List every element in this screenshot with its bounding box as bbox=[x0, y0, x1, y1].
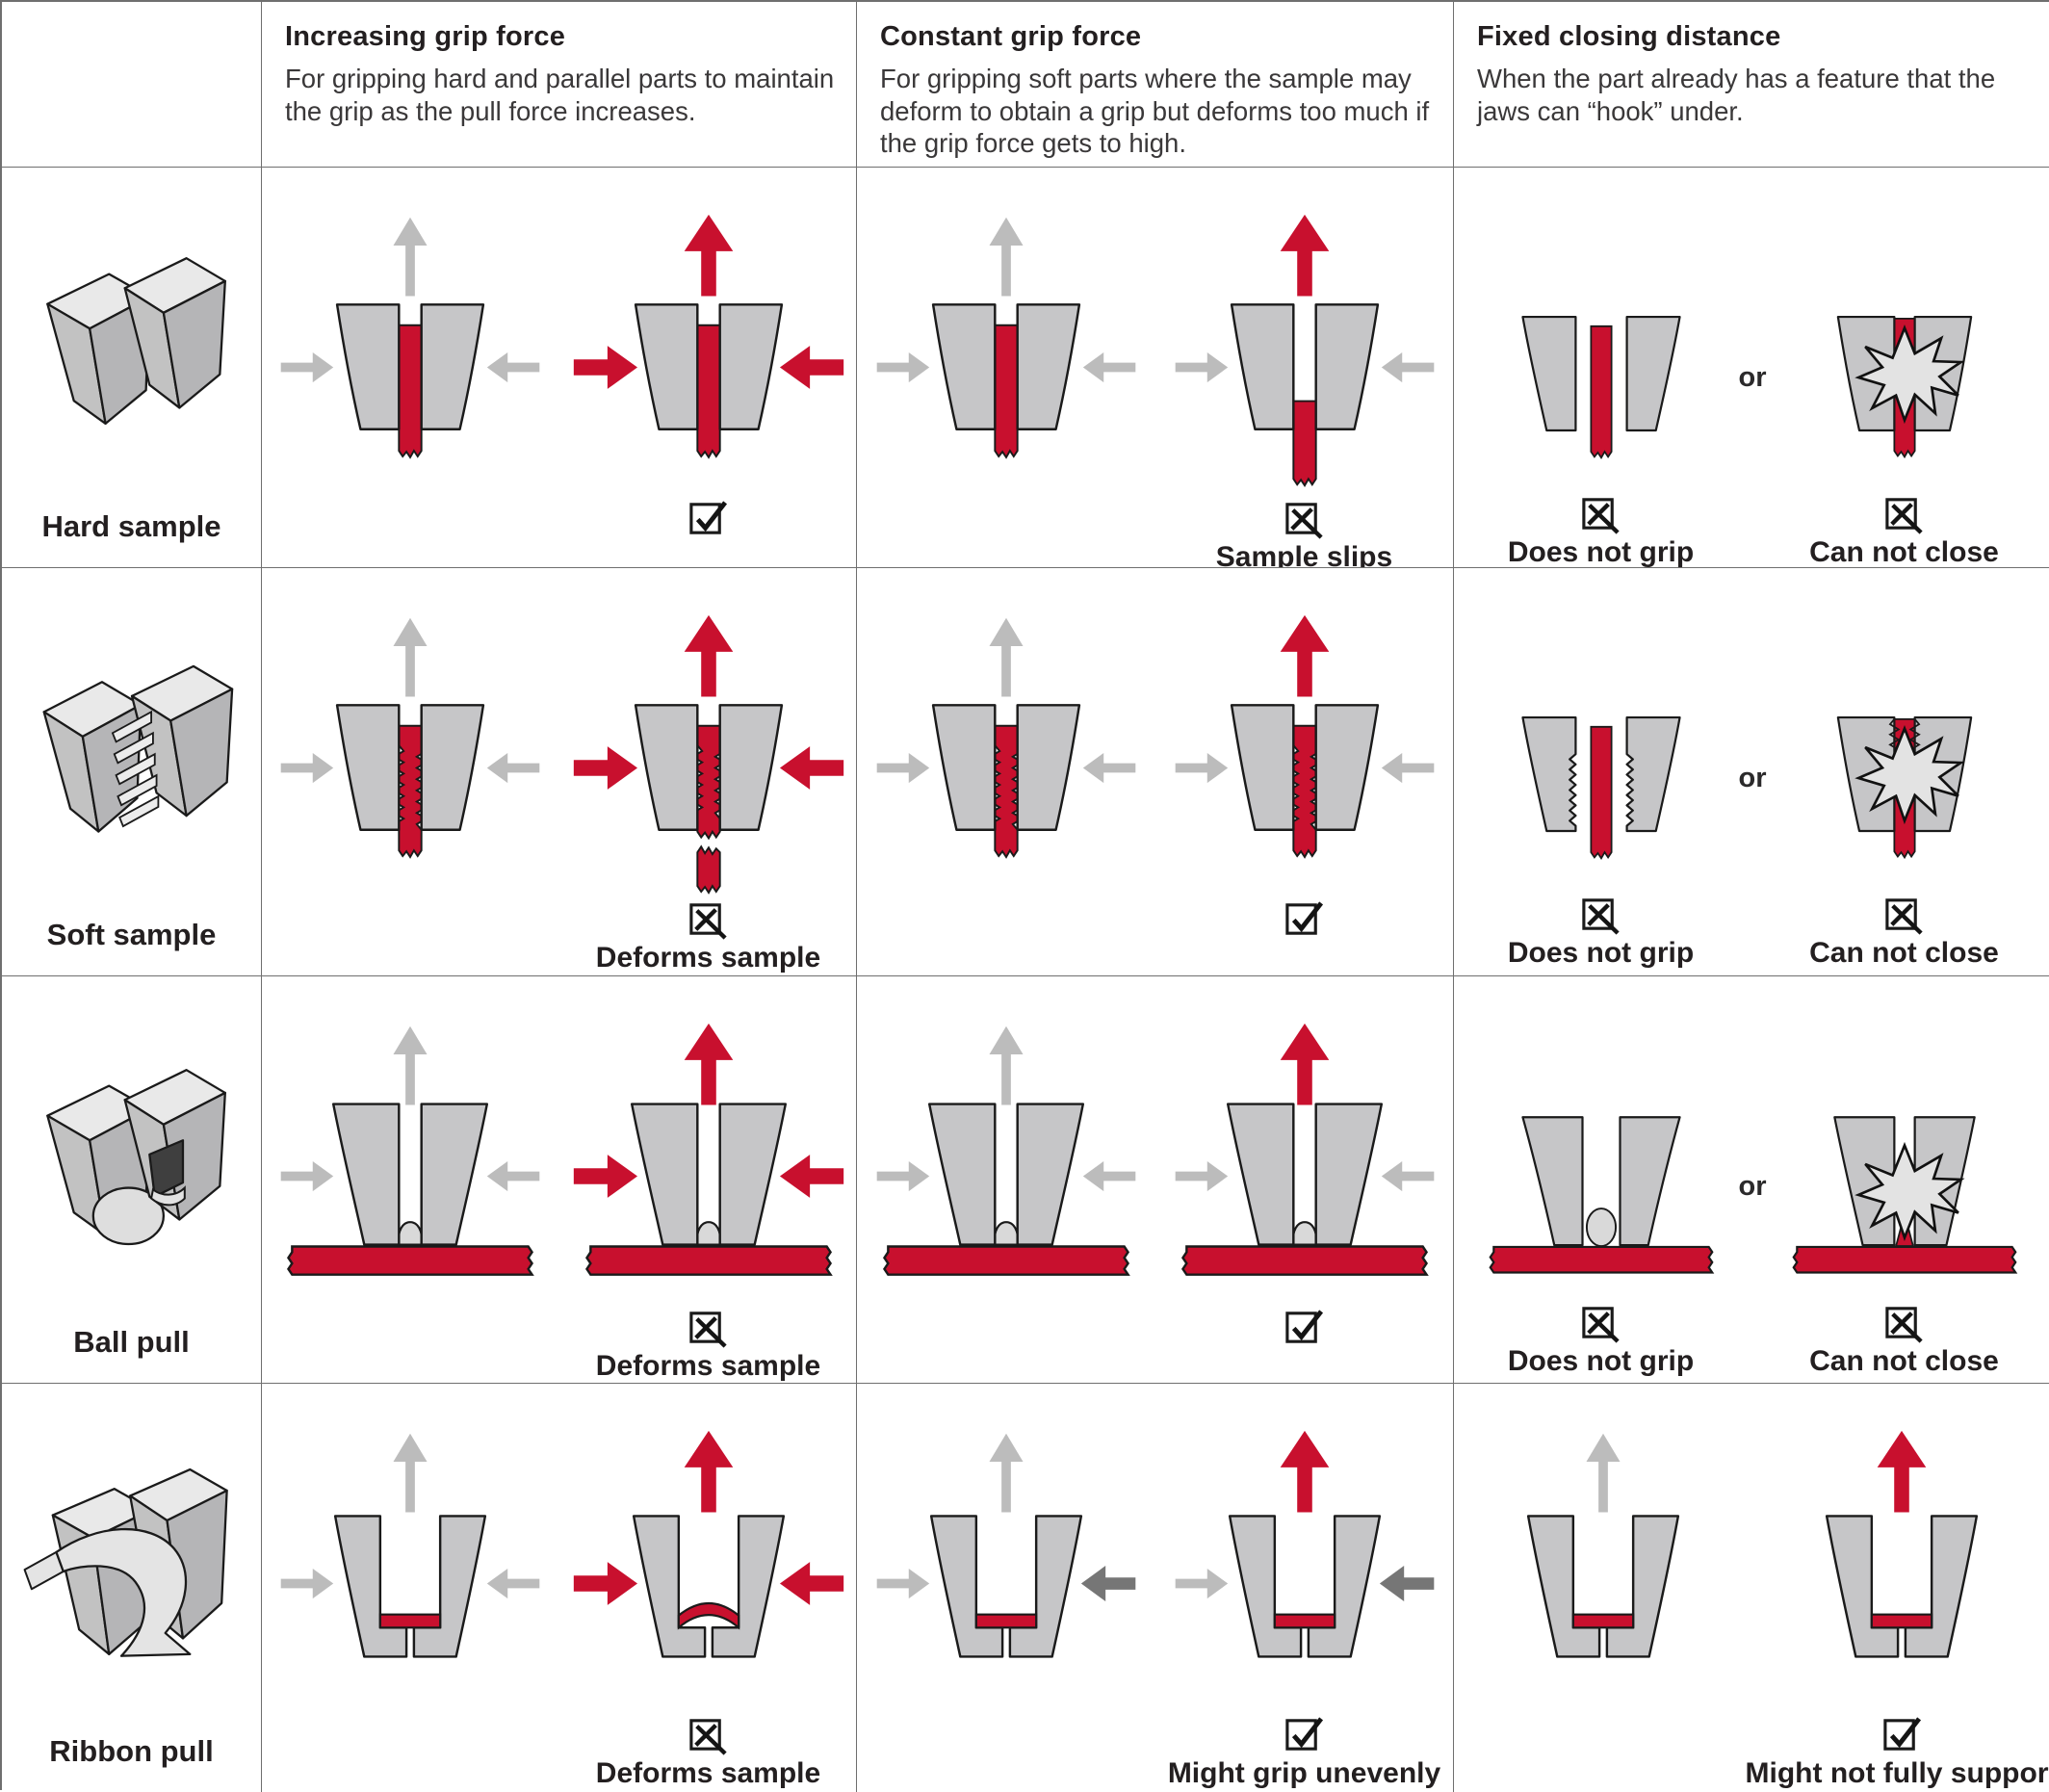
verdict-caption: Sample slips bbox=[1215, 541, 1393, 568]
grip-diagram-ribbon-hooked bbox=[1463, 1422, 1744, 1711]
verdict-caption: Can not close bbox=[1809, 1345, 1999, 1377]
column-description: When the part already has a feature that… bbox=[1477, 64, 1996, 126]
column-title: Constant grip force bbox=[880, 21, 1142, 52]
cell-ball-fixed: Does not grip or Can not close bbox=[1454, 976, 2049, 1384]
row-label: Ball pull bbox=[73, 1325, 190, 1359]
checkbox-crossed-icon bbox=[1882, 492, 1926, 535]
header-increasing-grip-force: Increasing grip force For gripping hard … bbox=[262, 2, 857, 168]
grip-diagram-soft-neutral bbox=[866, 607, 1147, 896]
verdict-caption: Can not close bbox=[1809, 937, 1999, 969]
column-description: For gripping soft parts where the sample… bbox=[880, 64, 1430, 159]
checkbox-checked-icon bbox=[1283, 1713, 1326, 1756]
grip-diagram-soft-open-gap bbox=[1473, 628, 1729, 891]
cell-soft-constant bbox=[857, 568, 1454, 976]
checkbox-crossed-icon bbox=[687, 897, 730, 941]
grip-diagram-ribbon-uneven-pull bbox=[1164, 1422, 1445, 1711]
checkbox-crossed-icon bbox=[1283, 497, 1326, 540]
cell-hard-increasing bbox=[262, 168, 857, 568]
checkbox-crossed-icon bbox=[687, 1306, 730, 1349]
row-header-soft-sample: Soft sample bbox=[2, 568, 262, 976]
grip-diagram-ribbon-uneven bbox=[866, 1422, 1147, 1711]
checkbox-crossed-icon bbox=[1579, 1301, 1622, 1344]
verdict-caption: Does not grip bbox=[1507, 937, 1695, 969]
row-label: Hard sample bbox=[41, 509, 221, 543]
grip-diagram-hard-open-gap bbox=[1473, 227, 1729, 490]
verdict-caption: Deforms sample bbox=[595, 1757, 821, 1789]
verdict-caption: Might grip unevenly bbox=[1167, 1757, 1441, 1789]
row-label: Soft sample bbox=[46, 918, 217, 951]
cell-hard-constant: Sample slips bbox=[857, 168, 1454, 568]
row-label: Ribbon pull bbox=[49, 1734, 214, 1768]
grip-diagram-soft-held bbox=[1164, 607, 1445, 896]
grip-diagram-ball-high-force bbox=[568, 1015, 849, 1304]
grip-diagram-hard-high-force bbox=[568, 206, 849, 495]
verdict-caption: Might not fully support bbox=[1745, 1757, 2049, 1789]
grip-diagram-soft-crushed bbox=[1777, 628, 2033, 891]
checkbox-checked-icon bbox=[687, 497, 730, 540]
grip-diagram-soft-broken bbox=[568, 607, 849, 896]
grip-diagram-hard-slipping bbox=[1164, 206, 1445, 495]
grip-diagram-ball-held bbox=[1164, 1015, 1445, 1304]
column-title: Increasing grip force bbox=[285, 21, 566, 52]
row-header-ball-pull: Ball pull bbox=[2, 976, 262, 1384]
grip-diagram-ball-crushed bbox=[1777, 1036, 2033, 1299]
row-header-hard-sample: Hard sample bbox=[2, 168, 262, 568]
checkbox-crossed-icon bbox=[1882, 893, 1926, 936]
verdict-caption: Can not close bbox=[1809, 536, 1999, 568]
soft-sample-3d-icon bbox=[42, 664, 233, 833]
grip-diagram-ball-neutral bbox=[866, 1015, 1147, 1304]
grip-diagram-ribbon-neutral bbox=[270, 1422, 551, 1711]
checkbox-crossed-icon bbox=[687, 1713, 730, 1756]
grip-diagram-ribbon-deformed bbox=[568, 1422, 849, 1711]
cell-ribbon-increasing: Deforms sample bbox=[262, 1384, 857, 1792]
ribbon-pull-3d-icon bbox=[23, 1467, 228, 1657]
ball-pull-3d-icon bbox=[45, 1069, 226, 1246]
column-description: For gripping hard and parallel parts to … bbox=[285, 64, 835, 126]
cell-ribbon-fixed: Might not fully support bbox=[1454, 1384, 2049, 1792]
or-label: or bbox=[1738, 763, 1767, 793]
header-empty-cell bbox=[2, 2, 262, 168]
header-fixed-closing-distance: Fixed closing distance When the part alr… bbox=[1454, 2, 2049, 168]
checkbox-crossed-icon bbox=[1579, 893, 1622, 936]
or-label: or bbox=[1738, 362, 1767, 393]
hard-sample-3d-icon bbox=[45, 256, 226, 425]
grip-diagram-ball-open-gap bbox=[1473, 1036, 1729, 1299]
cell-ball-constant bbox=[857, 976, 1454, 1384]
cell-soft-increasing: Deforms sample bbox=[262, 568, 857, 976]
grip-diagram-soft-neutral bbox=[270, 607, 551, 896]
cell-ribbon-constant: Might grip unevenly bbox=[857, 1384, 1454, 1792]
header-constant-grip-force: Constant grip force For gripping soft pa… bbox=[857, 2, 1454, 168]
row-header-ribbon-pull: Ribbon pull bbox=[2, 1384, 262, 1792]
cell-ball-increasing: Deforms sample bbox=[262, 976, 857, 1384]
grip-diagram-ribbon-hooked-pull bbox=[1761, 1422, 2042, 1711]
grip-diagram-hard-neutral bbox=[270, 206, 551, 495]
column-title: Fixed closing distance bbox=[1477, 21, 1781, 52]
grip-diagram-hard-crushed bbox=[1777, 227, 2033, 490]
verdict-caption: Does not grip bbox=[1507, 1345, 1695, 1377]
verdict-caption: Deforms sample bbox=[595, 1350, 821, 1382]
checkbox-crossed-icon bbox=[1882, 1301, 1926, 1344]
checkbox-checked-icon bbox=[1283, 897, 1326, 941]
or-label: or bbox=[1738, 1171, 1767, 1202]
checkbox-checked-icon bbox=[1283, 1306, 1326, 1349]
grip-diagram-hard-neutral bbox=[866, 206, 1147, 495]
grip-diagram-ball-neutral bbox=[270, 1015, 551, 1304]
checkbox-crossed-icon bbox=[1579, 492, 1622, 535]
verdict-caption: Deforms sample bbox=[595, 942, 821, 974]
checkbox-checked-icon bbox=[1880, 1713, 1924, 1756]
verdict-caption: Does not grip bbox=[1507, 536, 1695, 568]
cell-hard-fixed: Does not grip or Can not close bbox=[1454, 168, 2049, 568]
cell-soft-fixed: Does not grip or Can not close bbox=[1454, 568, 2049, 976]
